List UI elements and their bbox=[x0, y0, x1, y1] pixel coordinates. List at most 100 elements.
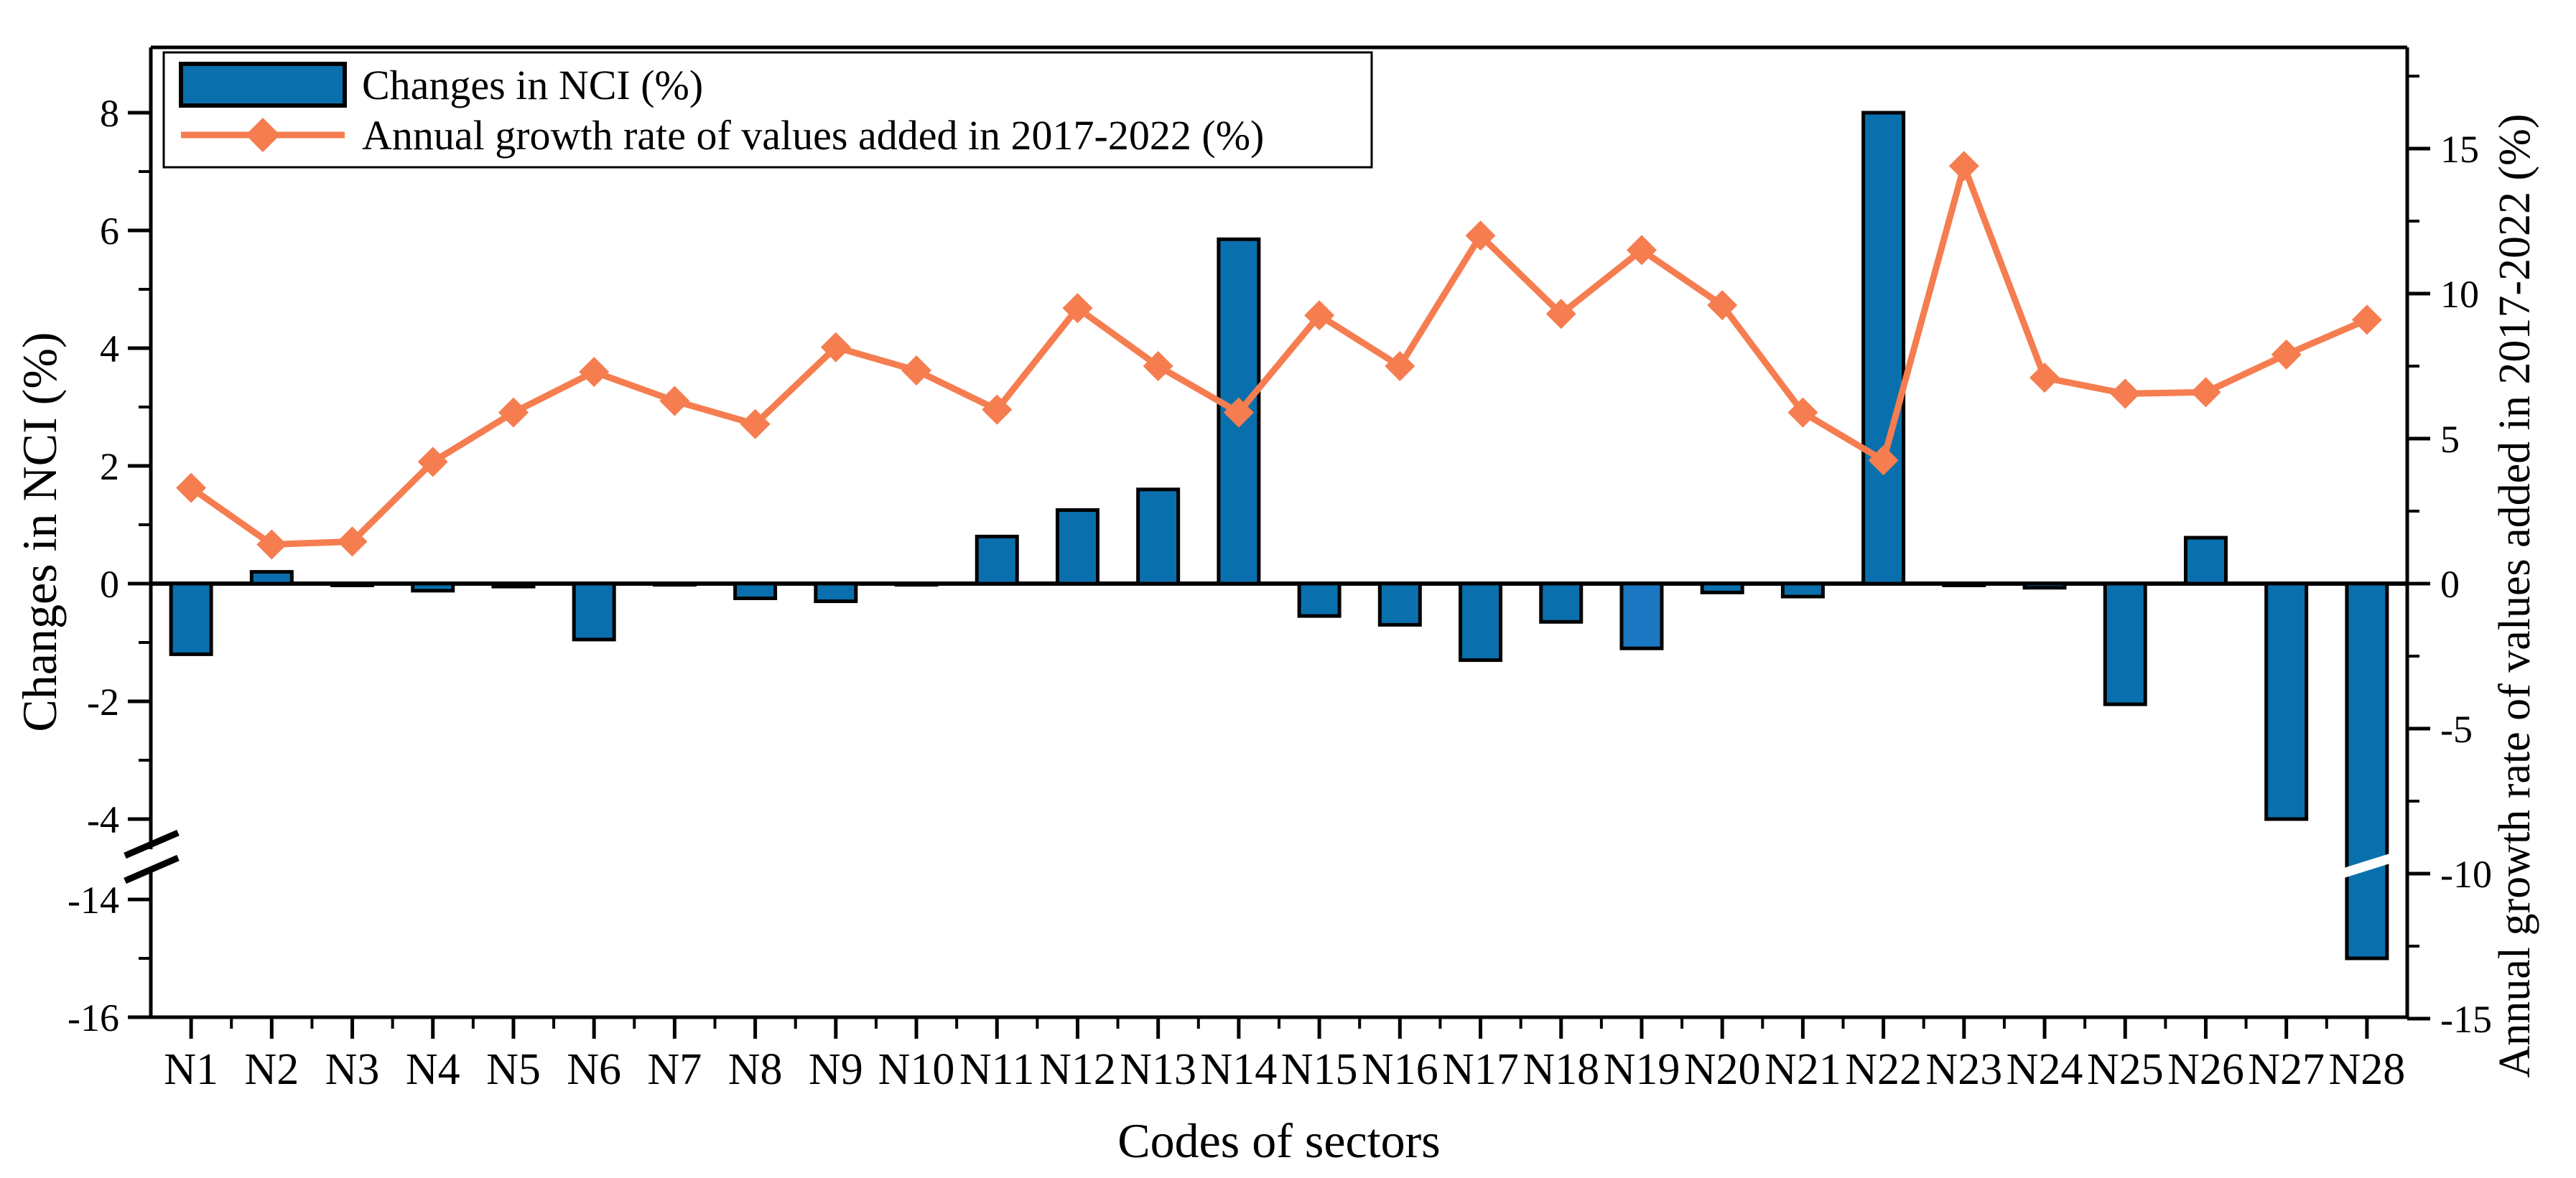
right-tick-label: 5 bbox=[2440, 418, 2460, 461]
marker-N12 bbox=[1062, 293, 1093, 324]
bar-N5 bbox=[491, 581, 536, 589]
x-tick-label: N8 bbox=[728, 1045, 783, 1094]
marker-N27 bbox=[2271, 339, 2302, 370]
right-tick-label: 10 bbox=[2440, 273, 2479, 316]
growth-rate-line bbox=[189, 155, 2368, 548]
right-tick-label: -5 bbox=[2440, 708, 2473, 751]
bar-N26 bbox=[2183, 536, 2228, 586]
legend-diamond-icon bbox=[246, 118, 280, 152]
x-tick-label: N5 bbox=[486, 1045, 541, 1094]
bar-N19 bbox=[1619, 581, 1664, 650]
bar-N10 bbox=[894, 581, 939, 587]
right-tick-label: 0 bbox=[2440, 563, 2460, 606]
marker-N11 bbox=[982, 394, 1013, 425]
bar-N20 bbox=[1700, 581, 1744, 594]
bar-N8 bbox=[733, 581, 778, 600]
bar-N13 bbox=[1136, 487, 1181, 586]
legend-label-bars: Changes in NCI (%) bbox=[362, 62, 703, 108]
x-tick-label: N14 bbox=[1201, 1045, 1278, 1094]
left-tick-label: 2 bbox=[100, 445, 119, 488]
bars-group bbox=[169, 111, 2392, 960]
marker-N23 bbox=[1948, 151, 1979, 182]
x-tick-label: N24 bbox=[2007, 1045, 2083, 1094]
x-tick-label: N26 bbox=[2167, 1045, 2244, 1094]
bar-N15 bbox=[1297, 581, 1342, 618]
bar-N11 bbox=[975, 534, 1019, 586]
bar-N9 bbox=[814, 581, 858, 604]
x-tick-label: N12 bbox=[1039, 1045, 1116, 1094]
x-tick-label: N4 bbox=[406, 1045, 460, 1094]
right-tick-label: -10 bbox=[2440, 853, 2492, 896]
legend-box bbox=[162, 51, 1373, 169]
bar-N24 bbox=[2022, 581, 2067, 590]
bar-N6 bbox=[572, 581, 616, 642]
x-tick-label: N18 bbox=[1522, 1045, 1599, 1094]
marker-N13 bbox=[1143, 351, 1173, 381]
x-tick-label: N20 bbox=[1684, 1045, 1761, 1094]
left-tick-label: -14 bbox=[68, 879, 119, 922]
legend: Changes in NCI (%) Annual growth rate of… bbox=[162, 51, 1373, 169]
marker-N25 bbox=[2110, 378, 2141, 409]
bar-N16 bbox=[1377, 581, 1422, 627]
x-tick-label: N6 bbox=[567, 1045, 621, 1094]
marker-N3 bbox=[337, 526, 368, 557]
marker-N26 bbox=[2190, 377, 2221, 408]
marker-N16 bbox=[1385, 351, 1415, 381]
marker-N17 bbox=[1465, 220, 1496, 251]
x-tick-label: N27 bbox=[2248, 1045, 2325, 1094]
marker-N18 bbox=[1545, 299, 1576, 329]
x-axis-title: Codes of sectors bbox=[1117, 1113, 1440, 1168]
left-axis-title: Changes in NCI (%) bbox=[12, 332, 67, 731]
marker-N24 bbox=[2029, 363, 2060, 393]
left-tick-label: 8 bbox=[100, 92, 119, 135]
x-tick-label: N13 bbox=[1120, 1045, 1196, 1094]
bar-N27 bbox=[2264, 581, 2309, 821]
marker-N7 bbox=[659, 385, 690, 416]
x-tick-label: N21 bbox=[1764, 1045, 1841, 1094]
axis-break-slash-1 bbox=[124, 829, 180, 859]
bar-N28 bbox=[2345, 581, 2389, 960]
x-tick-label: N10 bbox=[878, 1045, 955, 1094]
marker-N6 bbox=[579, 357, 610, 388]
marker-N1 bbox=[176, 472, 207, 503]
right-axis-title: Annual growth rate of values added in 20… bbox=[2491, 114, 2539, 1078]
marker-N2 bbox=[256, 529, 287, 560]
bar-N4 bbox=[411, 581, 455, 593]
marker-N20 bbox=[1707, 290, 1738, 321]
bar-N22 bbox=[1861, 111, 1906, 586]
bar-break-gap bbox=[2341, 853, 2392, 879]
plot-frame-group bbox=[149, 45, 2409, 1019]
x-tick-label: N28 bbox=[2329, 1045, 2406, 1094]
x-tick-label: N22 bbox=[1845, 1045, 1922, 1094]
x-tick-label: N3 bbox=[325, 1045, 380, 1094]
bar-N25 bbox=[2103, 581, 2147, 706]
left-tick-label: -16 bbox=[68, 996, 119, 1039]
right-tick-label: 15 bbox=[2440, 128, 2479, 171]
x-tick-label: N17 bbox=[1442, 1045, 1519, 1094]
bar-N21 bbox=[1780, 581, 1825, 599]
x-tick-label: N9 bbox=[809, 1045, 863, 1094]
left-tick-label: 6 bbox=[100, 210, 119, 253]
axis-ticks-group: 8 6 4 2 0 -2 -4 -14 -16 15 10 5 0 -5 -10 -15 N1 N2 N3 N4 N5 N… bbox=[68, 75, 2492, 1094]
marker-N8 bbox=[740, 408, 771, 439]
marker-N14 bbox=[1223, 397, 1254, 428]
left-tick-label: 0 bbox=[100, 563, 119, 606]
bar-N18 bbox=[1539, 581, 1584, 624]
marker-N5 bbox=[498, 397, 529, 428]
x-tick-label: N25 bbox=[2087, 1045, 2164, 1094]
x-tick-label: N15 bbox=[1281, 1045, 1358, 1094]
bar-N2 bbox=[249, 570, 294, 586]
marker-N21 bbox=[1787, 397, 1818, 428]
x-tick-label: N11 bbox=[959, 1045, 1034, 1094]
legend-bar-swatch-icon bbox=[179, 62, 347, 108]
bar-N17 bbox=[1459, 581, 1503, 663]
bar-N7 bbox=[652, 581, 697, 587]
left-tick-label: -2 bbox=[87, 681, 119, 724]
marker-N19 bbox=[1626, 235, 1657, 266]
marker-N9 bbox=[820, 332, 851, 363]
axis-break-slash-2 bbox=[124, 854, 180, 884]
right-tick-label: -15 bbox=[2440, 998, 2492, 1041]
marker-N28 bbox=[2351, 304, 2382, 335]
